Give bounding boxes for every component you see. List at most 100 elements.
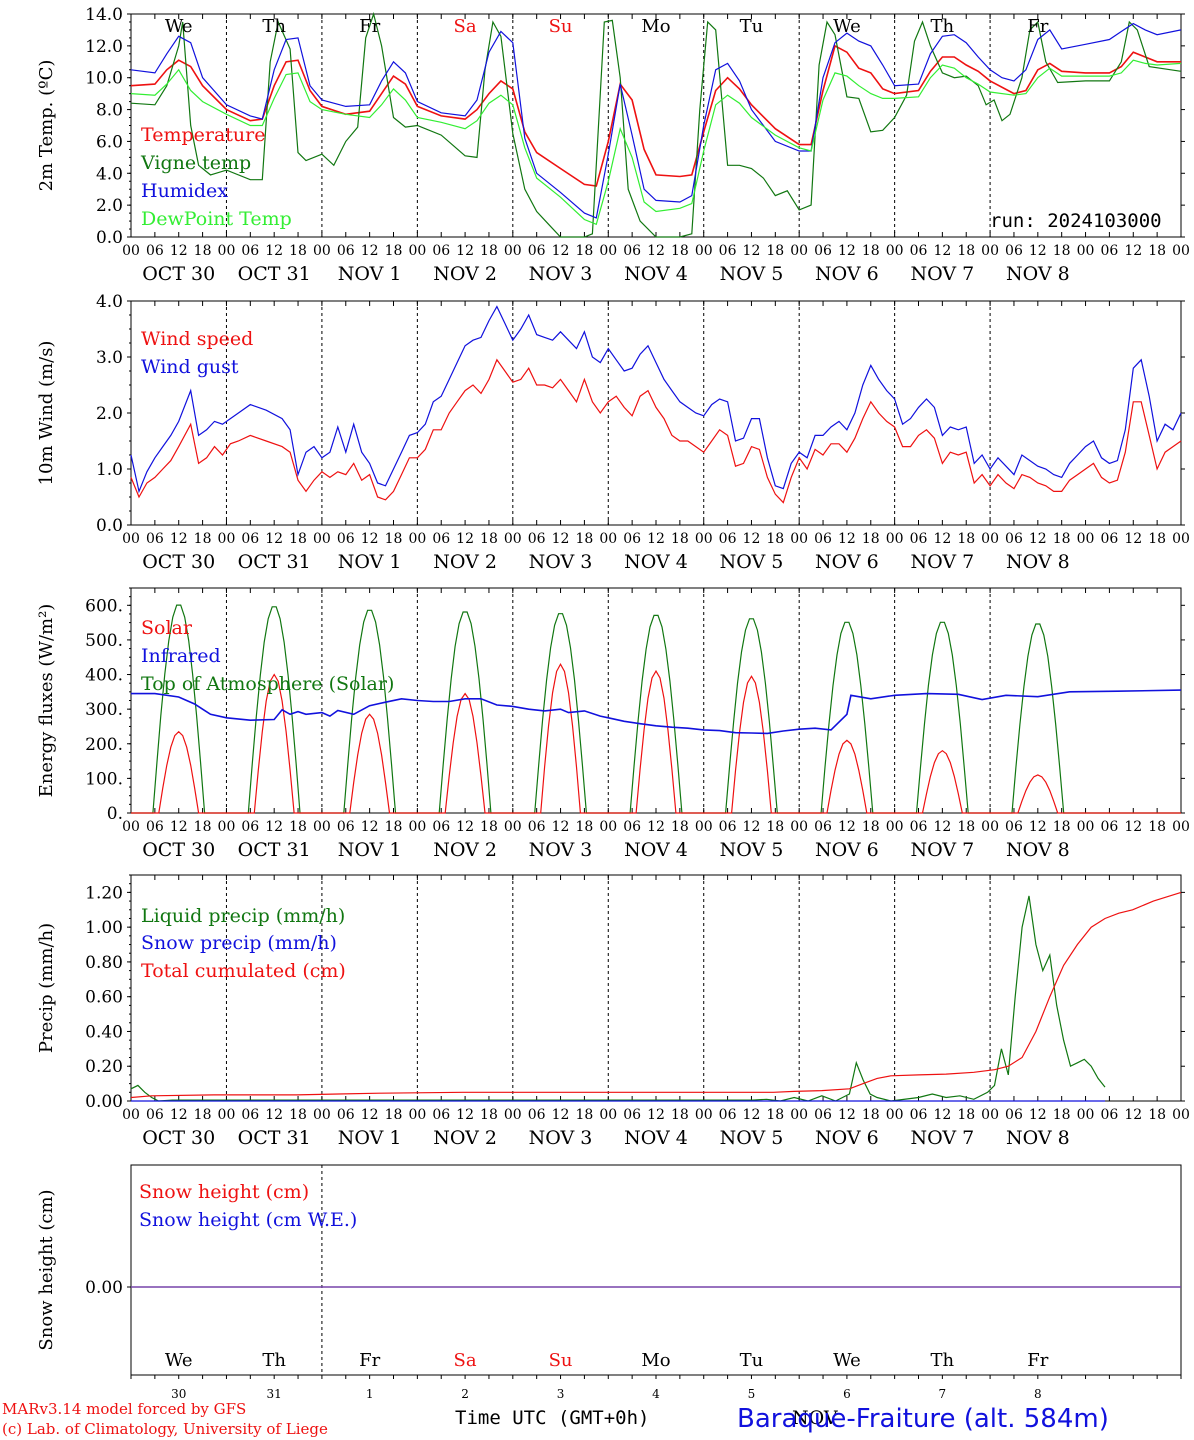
x-tick-label: 00 — [504, 1107, 522, 1123]
date-label: NOV 6 — [815, 1127, 879, 1149]
y-tick-label: 0.00 — [85, 1092, 123, 1112]
x-tick-label: 12 — [552, 243, 570, 259]
x-tick-label: 12 — [1029, 243, 1047, 259]
day-name-label: Tu — [740, 1350, 764, 1371]
x-tick-label: 12 — [933, 531, 951, 547]
x-tick-label: 18 — [480, 531, 498, 547]
date-label: NOV 8 — [1006, 263, 1070, 285]
x-tick-label: 00 — [981, 243, 999, 259]
y-tick-label: 6.0 — [96, 132, 123, 152]
date-label: NOV 8 — [1006, 1127, 1070, 1149]
x-tick-label: 12 — [743, 1107, 761, 1123]
x-tick-label: 00 — [1077, 1107, 1095, 1123]
day-name-label: We — [165, 1350, 193, 1371]
x-tick-label: 06 — [337, 531, 355, 547]
day-number-label: 7 — [939, 1387, 947, 1401]
y-tick-label: 1.0 — [96, 460, 123, 480]
x-tick-label: 00 — [313, 531, 331, 547]
y-tick-label: 0.40 — [85, 1022, 123, 1042]
date-label: NOV 3 — [529, 551, 593, 573]
x-tick-label: 12 — [647, 243, 665, 259]
chart-panel-5 — [127, 1164, 1182, 1379]
day-number-label: 30 — [171, 1387, 186, 1401]
x-tick-label: 06 — [241, 1107, 259, 1123]
y-tick-label: 0.0 — [96, 228, 123, 248]
x-tick-label: 18 — [385, 243, 403, 259]
day-name-label: Mo — [641, 16, 670, 37]
day-number-label: 31 — [267, 1387, 282, 1401]
x-tick-label: 06 — [146, 243, 164, 259]
y-tick-label: 2.0 — [96, 196, 123, 216]
x-tick-label: 06 — [241, 243, 259, 259]
x-tick-label: 18 — [289, 531, 307, 547]
x-tick-label: 18 — [194, 1107, 212, 1123]
x-tick-label: 18 — [1148, 243, 1166, 259]
x-tick-label: 12 — [647, 1107, 665, 1123]
x-tick-label: 18 — [1148, 1107, 1166, 1123]
date-label: NOV 2 — [433, 1127, 497, 1149]
x-tick-label: 00 — [408, 819, 426, 835]
x-tick-label: 18 — [575, 531, 593, 547]
x-tick-label: 18 — [1053, 819, 1071, 835]
x-tick-label: 12 — [170, 819, 188, 835]
x-tick-label: 00 — [790, 243, 808, 259]
y-tick-label: 4.0 — [96, 292, 123, 312]
x-tick-label: 12 — [838, 1107, 856, 1123]
x-tick-label: 06 — [432, 1107, 450, 1123]
day-number-label: 6 — [843, 1387, 851, 1401]
legend-entry: Snow height (cm W.E.) — [139, 1209, 357, 1231]
x-tick-label: 12 — [361, 531, 379, 547]
date-label: OCT 31 — [238, 1127, 311, 1149]
x-tick-label: 00 — [504, 531, 522, 547]
day-name-label: Sa — [454, 16, 477, 37]
x-tick-label: 12 — [743, 819, 761, 835]
x-tick-label: 06 — [623, 243, 641, 259]
y-tick-label: 0.80 — [85, 953, 123, 973]
y-tick-label: 0.00 — [85, 1278, 123, 1298]
x-tick-label: 00 — [599, 531, 617, 547]
x-tick-label: 12 — [743, 531, 761, 547]
date-label: NOV 7 — [911, 839, 975, 861]
day-name-label: Th — [262, 16, 286, 37]
x-tick-label: 00 — [1172, 243, 1190, 259]
x-tick-label: 00 — [313, 1107, 331, 1123]
x-tick-label: 12 — [170, 243, 188, 259]
legend-entry: Snow precip (mm/h) — [141, 932, 337, 954]
plot-frame — [130, 300, 1182, 526]
x-tick-label: 00 — [218, 1107, 236, 1123]
x-tick-label: 12 — [743, 243, 761, 259]
plot-frame — [130, 13, 1182, 238]
y-tick-label: 3.0 — [96, 348, 123, 368]
x-tick-label: 00 — [599, 1107, 617, 1123]
x-tick-label: 00 — [122, 243, 140, 259]
x-tick-label: 00 — [1077, 243, 1095, 259]
x-tick-label: 18 — [1053, 243, 1071, 259]
x-tick-label: 12 — [456, 531, 474, 547]
x-tick-label: 06 — [1005, 819, 1023, 835]
series-line-3 — [130, 22, 1182, 219]
x-tick-label: 12 — [933, 819, 951, 835]
x-tick-label: 00 — [504, 819, 522, 835]
day-number-label: 4 — [652, 1387, 660, 1401]
x-tick-label: 12 — [265, 819, 283, 835]
x-tick-label: 00 — [695, 819, 713, 835]
legend-entry: Wind gust — [141, 356, 239, 378]
x-tick-label: 12 — [361, 243, 379, 259]
x-tick-label: 00 — [122, 819, 140, 835]
day-name-label: Th — [262, 1350, 286, 1371]
x-tick-label: 00 — [981, 531, 999, 547]
run-label: run: 2024103000 — [990, 210, 1162, 232]
y-tick-label: 12.0 — [85, 37, 123, 57]
x-tick-label: 00 — [313, 243, 331, 259]
series-line-2 — [130, 305, 1182, 494]
x-tick-label: 06 — [814, 819, 832, 835]
series-line-1 — [130, 44, 1181, 187]
y-tick-label: 1.20 — [85, 883, 123, 903]
date-label: NOV 5 — [720, 551, 784, 573]
x-tick-label: 12 — [1124, 531, 1142, 547]
x-tick-label: 18 — [194, 243, 212, 259]
x-tick-label: 12 — [933, 243, 951, 259]
date-label: NOV 2 — [433, 839, 497, 861]
date-label: OCT 30 — [142, 263, 215, 285]
x-tick-label: 06 — [719, 531, 737, 547]
